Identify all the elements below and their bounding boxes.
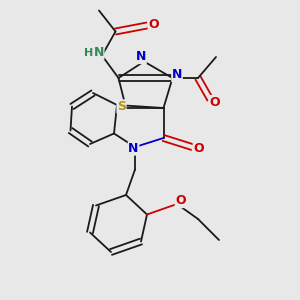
- Text: O: O: [175, 194, 186, 208]
- Text: N: N: [172, 68, 182, 82]
- Text: N: N: [94, 46, 104, 59]
- Text: H: H: [84, 47, 93, 58]
- Text: S: S: [117, 100, 126, 113]
- Text: O: O: [148, 17, 159, 31]
- Text: N: N: [128, 142, 139, 155]
- Text: N: N: [136, 50, 146, 64]
- Text: O: O: [209, 95, 220, 109]
- Text: O: O: [193, 142, 204, 155]
